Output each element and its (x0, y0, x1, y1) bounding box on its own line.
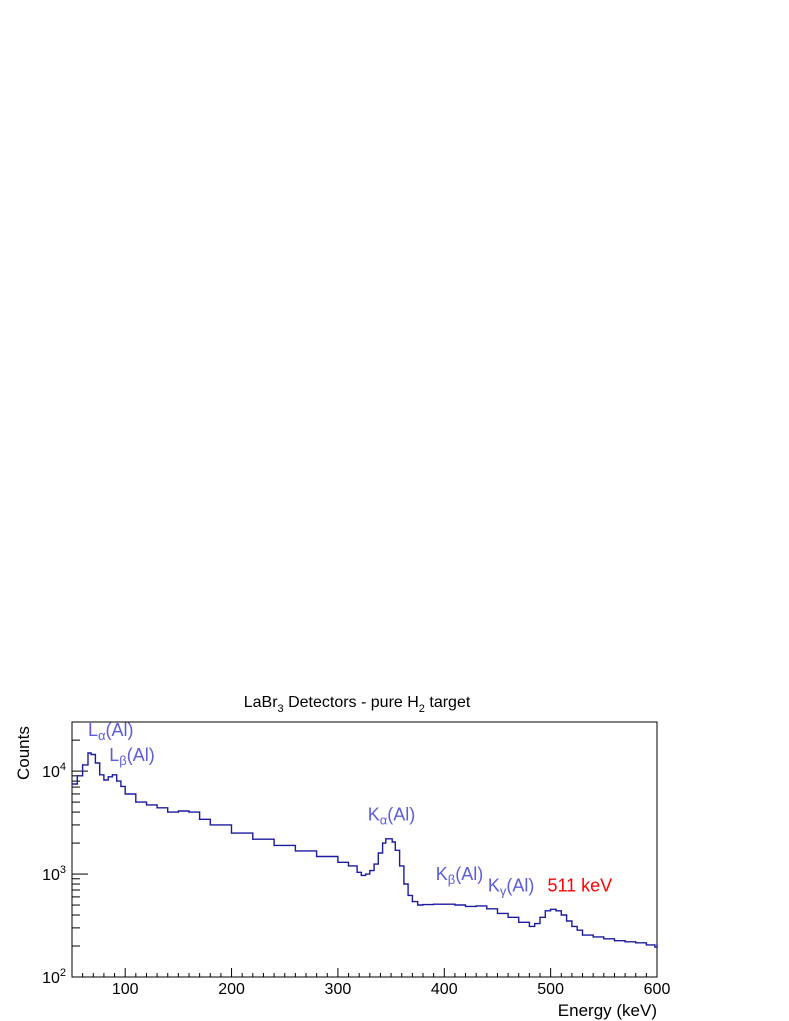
spectrum-point (188, 811, 190, 813)
spectrum-point (560, 914, 562, 916)
spectrum-point (417, 904, 419, 906)
spectrum-point (394, 849, 396, 851)
spectrum-point (199, 818, 201, 820)
x-tick-label: 400 (431, 981, 458, 998)
peak-annotation: Lβ(Al) (109, 745, 154, 768)
spectrum-point (654, 946, 656, 948)
spectrum-point (87, 752, 89, 754)
y-tick-label: 103 (42, 864, 66, 884)
spectrum-point (388, 838, 390, 840)
spectrum-point (496, 912, 499, 914)
spectrum-point (407, 894, 409, 897)
spectrum-point (624, 941, 626, 943)
peak-annotation: Lα(Al) (88, 720, 134, 743)
spectrum-point (576, 929, 578, 931)
spectrum-point (403, 883, 405, 885)
spectrum-point (645, 944, 647, 946)
spectrum-point (135, 801, 137, 803)
spectrum-point (124, 793, 126, 795)
spectrum-point (544, 910, 546, 912)
spectrum-point (385, 838, 387, 840)
spectrum-point (528, 925, 530, 928)
spectrum-point (518, 921, 520, 923)
peak-annotation: Kα(Al) (368, 805, 416, 828)
spectrum-point (120, 785, 122, 788)
spectrum-point (230, 832, 233, 834)
y-axis: 102 103 104 (42, 721, 88, 987)
spectrum-point (422, 904, 424, 906)
spectrum-point (613, 940, 616, 942)
spectrum-point (347, 865, 350, 867)
x-tick-label: 200 (218, 981, 245, 998)
spectrum-point (252, 838, 254, 840)
spectrum-point (399, 865, 401, 867)
spectrum-point (167, 811, 169, 813)
spectrum-point (356, 871, 358, 873)
x-tick-label: 600 (644, 981, 671, 998)
spectrum-point (550, 908, 552, 910)
spectrum-point (360, 874, 362, 877)
spectrum-point (571, 925, 573, 928)
spectrum-point (107, 776, 109, 778)
x-axis: 100 200 300 400 500 600 (71, 968, 671, 998)
spectrum-point (381, 842, 384, 844)
spectrum-point (377, 852, 379, 854)
spectrum-point (177, 810, 179, 812)
spectrum-point (565, 920, 568, 922)
y-axis-title: Counts (14, 726, 33, 780)
spectrum-point (581, 934, 584, 936)
spectrum-series-line (72, 752, 658, 948)
spectrum-point (145, 804, 148, 806)
spectrum-point (337, 861, 339, 863)
spectrum-point (294, 850, 296, 852)
peak-annotation: Kγ(Al) (488, 875, 535, 898)
spectrum-point (90, 753, 92, 756)
spectrum-point (534, 923, 536, 925)
spectrum-point (391, 841, 393, 843)
spectrum-point (156, 807, 158, 809)
spectrum-point (635, 942, 637, 944)
spectrum-point (71, 783, 73, 785)
x-tick-label: 300 (325, 981, 352, 998)
spectrum-point (373, 863, 375, 865)
spectrum-point (486, 908, 488, 910)
spectrum-point (82, 764, 84, 766)
spectrum-point (273, 844, 275, 846)
spectrum-point (475, 905, 477, 907)
spectrum-point (539, 916, 541, 918)
spectrum-point (507, 916, 509, 918)
spectrum-point (411, 901, 413, 903)
y-tick-label: 104 (42, 761, 66, 781)
spectrum-point (592, 936, 594, 938)
x-axis-title: Energy (keV) (558, 1001, 657, 1020)
spectrum-point (103, 779, 105, 781)
spectrum-point (443, 903, 445, 905)
spectrum-point (603, 938, 605, 940)
spectrum-point (111, 774, 114, 776)
x-tick-label: 500 (537, 981, 564, 998)
spectrum-point (76, 775, 78, 777)
spectrum-point (209, 824, 211, 826)
plot-frame (71, 721, 658, 978)
spectrum-point (454, 904, 456, 906)
spectrum-point (433, 903, 435, 905)
spectrum-point (99, 774, 101, 776)
peak-annotation: Kβ(Al) (436, 864, 484, 887)
spectrum-point (555, 910, 557, 912)
spectrum-point (656, 943, 658, 945)
spectrum-point (464, 905, 467, 908)
series-group (71, 752, 658, 948)
y-tick-label: 102 (42, 967, 66, 987)
peak-annotation: 511 keV (547, 875, 612, 895)
spectrum-point (116, 780, 118, 782)
annotation-group: Lα(Al)Lβ(Al) Kα(Al) Kβ(Al)Kγ(Al) 511 keV (88, 720, 612, 898)
spectrum-point (94, 762, 96, 764)
spectrum-point (364, 873, 367, 875)
spectrum-point (369, 870, 371, 872)
chart-title: LaBr3 Detectors - pure H2 target (244, 694, 471, 715)
spectrum-point (316, 855, 318, 858)
x-tick-label: 100 (112, 981, 139, 998)
